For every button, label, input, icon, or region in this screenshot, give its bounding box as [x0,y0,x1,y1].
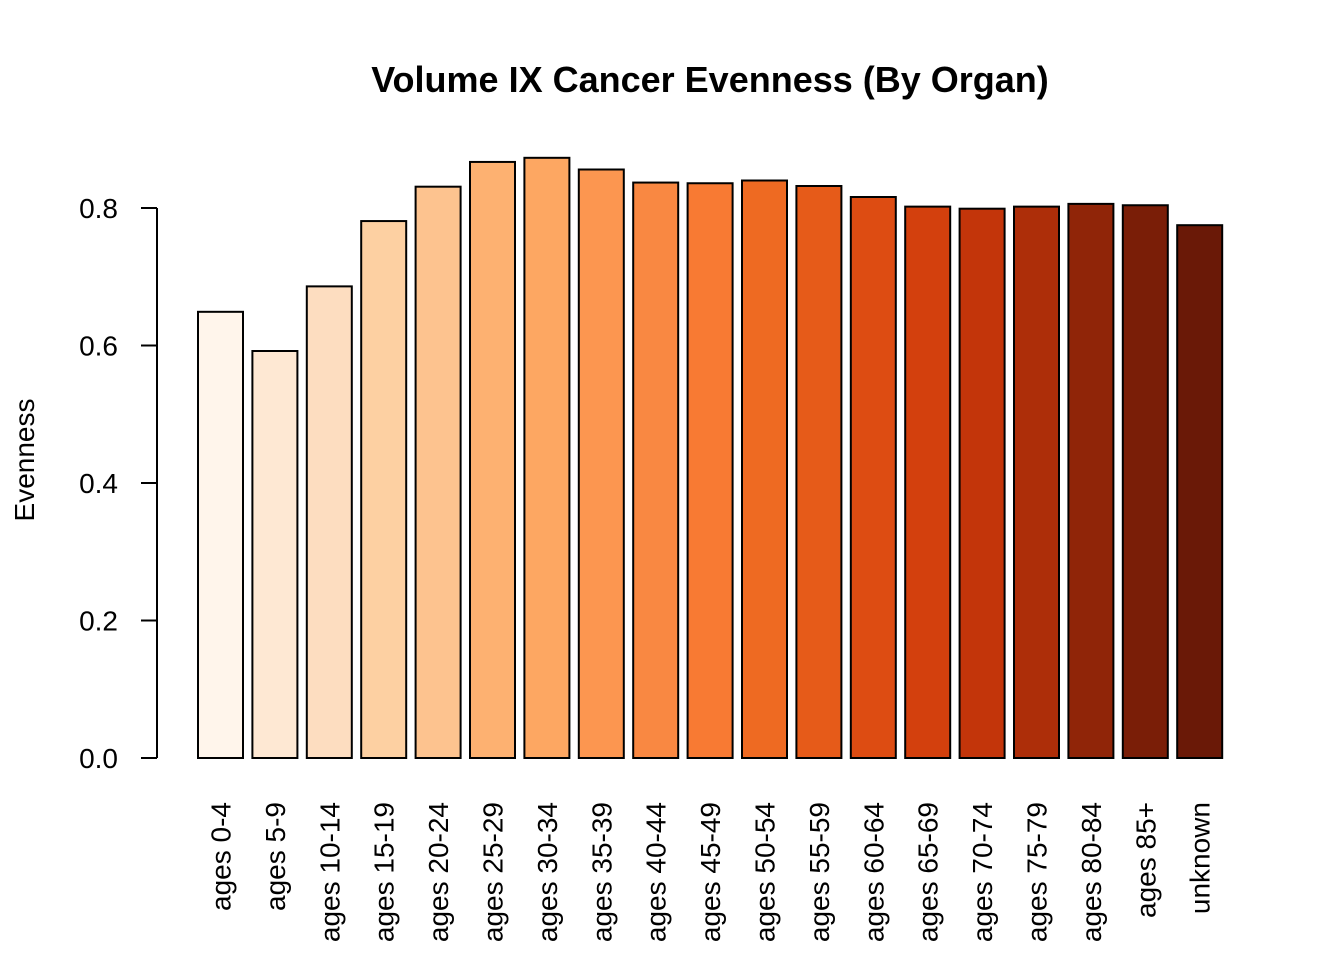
bar-ages-10-14 [305,285,353,759]
x-tick-label: ages 30-34 [532,802,563,942]
x-tick-label: ages 0-4 [206,802,237,911]
y-axis-label: Evenness [9,399,40,522]
x-tick-label: ages 40-44 [641,802,672,942]
bar-ages-80-84 [1067,202,1115,759]
x-tick-label: ages 60-64 [858,802,889,942]
bars [197,156,1224,759]
x-tick-label: ages 25-29 [478,802,509,942]
x-tick-label: ages 55-59 [804,802,835,942]
bar-ages-25-29 [469,160,516,759]
bar-ages-65-69 [904,205,952,759]
bar-ages-50-54 [741,179,788,759]
x-tick-label: ages 75-79 [1022,802,1053,942]
y-tick-label: 0.6 [79,331,118,362]
chart-title: Volume IX Cancer Evenness (By Organ) [371,59,1049,100]
bar-ages-30-34 [523,156,571,759]
x-tick-label: ages 10-14 [314,802,345,942]
y-tick-label: 0.4 [79,468,118,499]
y-tick-label: 0.8 [79,193,118,224]
bar-ages-85- [1121,204,1169,759]
x-tick-label: ages 50-54 [750,802,781,942]
bar-ages-55-59 [795,185,843,759]
bar-ages-40-44 [632,181,680,759]
x-tick-label: ages 35-39 [586,802,617,942]
bar-ages-45-49 [686,182,734,759]
x-tick-label: ages 15-19 [369,802,400,942]
y-tick-label: 0.2 [79,606,118,637]
x-tick-label: ages 85+ [1130,802,1161,918]
bar-unknown [1176,224,1224,759]
x-tick-label: ages 20-24 [423,802,454,942]
bar-ages-0-4 [197,310,244,759]
y-tick-label: 0.0 [79,743,118,774]
bar-ages-20-24 [414,185,462,759]
bar-ages-15-19 [360,220,408,759]
y-axis: 0.0 0.2 0.4 0.6 0.8 [79,193,158,774]
x-tick-label: unknown [1185,802,1216,914]
x-tick-label: ages 5-9 [260,802,291,911]
bar-ages-60-64 [849,196,897,759]
x-tick-label: ages 70-74 [967,802,998,942]
x-tick-label: ages 80-84 [1076,802,1107,942]
bar-ages-75-79 [1013,205,1060,759]
x-axis-labels: ages 0-4 ages 5-9 ages 10-14 ages 15-19 ages… [206,802,1216,942]
bar-ages-35-39 [577,168,625,759]
x-tick-label: ages 45-49 [695,802,726,942]
bar-ages-5-9 [251,350,299,759]
bar-ages-70-74 [958,207,1006,759]
x-tick-label: ages 65-69 [913,802,944,942]
